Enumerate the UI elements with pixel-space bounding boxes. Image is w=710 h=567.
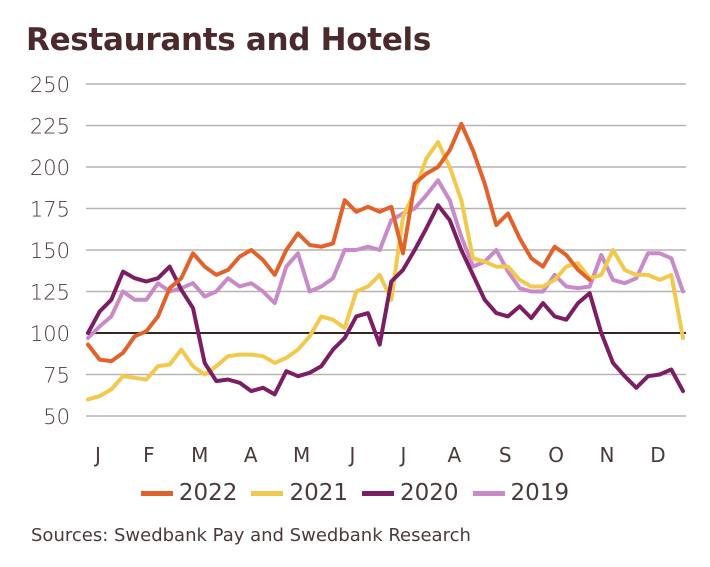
x-tick-label: O — [548, 443, 564, 467]
legend-item-2020: 2020 — [362, 480, 459, 506]
legend-swatch — [251, 490, 284, 496]
y-tick-label: 225 — [30, 115, 70, 139]
chart-title: Restaurants and Hotels — [26, 22, 432, 58]
y-tick-label: 100 — [30, 322, 70, 346]
series-line-2021 — [86, 140, 685, 402]
x-tick-label: J — [348, 443, 356, 467]
x-tick-label: J — [398, 443, 406, 467]
x-tick-label: A — [244, 443, 258, 467]
line-chart: 250 225 200 175 150 125 100 75 50 J F M A M J J A S O N D — [30, 73, 686, 467]
y-tick-label: 175 — [30, 198, 70, 222]
legend-swatch — [472, 490, 505, 496]
legend-item-2022: 2022 — [140, 480, 238, 506]
legend-label: 2019 — [510, 480, 570, 506]
y-axis-ticks: 250 225 200 175 150 125 100 75 50 — [30, 73, 70, 429]
legend-item-2019: 2019 — [472, 480, 570, 506]
x-tick-label: F — [143, 443, 155, 467]
series-line-2019 — [86, 178, 685, 340]
x-tick-label: M — [293, 443, 310, 467]
y-tick-label: 150 — [30, 239, 70, 263]
y-tick-label: 75 — [43, 364, 70, 388]
legend-label: 2021 — [289, 480, 348, 506]
legend-label: 2020 — [400, 480, 459, 506]
y-tick-label: 200 — [30, 156, 70, 180]
series-line-2022 — [86, 121, 592, 364]
series-line-2020 — [86, 203, 685, 397]
x-tick-label: J — [93, 443, 101, 467]
source-note: Sources: Swedbank Pay and Swedbank Resea… — [31, 525, 471, 546]
x-tick-label: S — [499, 443, 512, 467]
x-tick-label: D — [650, 443, 665, 467]
legend-swatch — [362, 490, 394, 496]
y-tick-label: 125 — [30, 281, 70, 305]
legend-label: 2022 — [178, 480, 238, 506]
gridlines — [86, 83, 686, 417]
x-tick-label: M — [191, 443, 208, 467]
x-tick-label: N — [600, 443, 615, 467]
series-lines — [86, 121, 685, 402]
y-tick-label: 250 — [30, 73, 70, 97]
legend: 2022 2021 2020 2019 — [0, 480, 710, 506]
legend-item-2021: 2021 — [251, 480, 348, 506]
y-tick-label: 50 — [43, 405, 70, 429]
x-tick-label: A — [447, 443, 461, 467]
legend-swatch — [140, 490, 173, 496]
